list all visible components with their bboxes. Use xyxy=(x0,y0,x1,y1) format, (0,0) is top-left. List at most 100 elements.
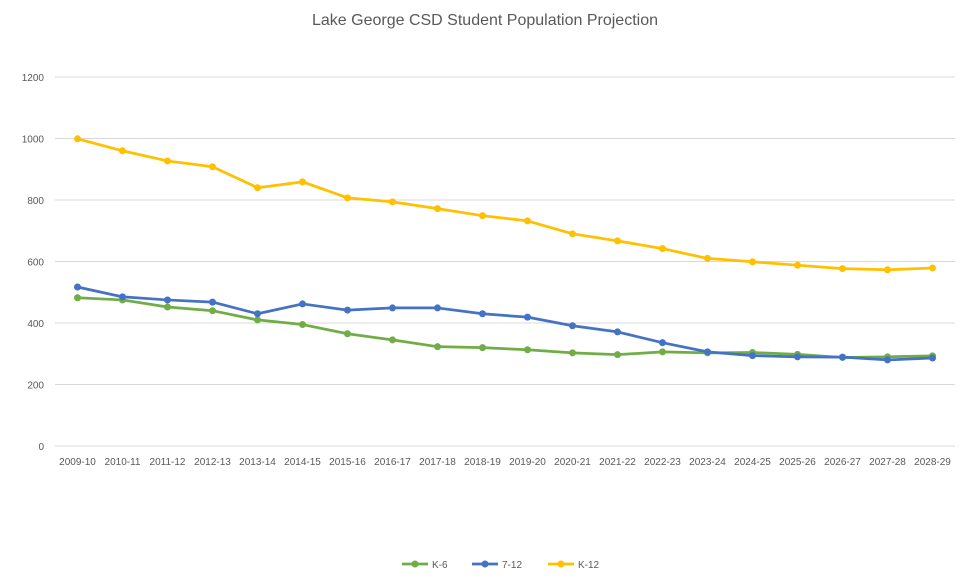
data-point xyxy=(479,344,486,352)
data-point xyxy=(434,205,441,213)
x-tick-label: 2028-29 xyxy=(914,457,951,468)
x-tick-label: 2019-20 xyxy=(509,457,546,468)
data-point xyxy=(614,351,621,359)
data-point xyxy=(524,217,531,225)
data-point xyxy=(164,296,171,304)
series-line xyxy=(76,137,934,272)
data-point xyxy=(884,356,891,364)
data-point xyxy=(659,339,666,347)
data-point xyxy=(479,212,486,220)
data-point xyxy=(209,307,216,315)
legend-label: 7-12 xyxy=(502,560,522,571)
x-tick-label: 2016-17 xyxy=(374,457,411,468)
legend-item: K-6 xyxy=(402,560,448,571)
series-K-12 xyxy=(74,135,936,274)
x-tick-label: 2014-15 xyxy=(284,457,321,468)
data-point xyxy=(209,298,216,306)
data-point xyxy=(704,254,711,262)
data-point xyxy=(74,135,81,143)
y-tick-label: 600 xyxy=(27,258,44,269)
x-tick-label: 2018-19 xyxy=(464,457,501,468)
data-point xyxy=(389,336,396,344)
x-tick-label: 2026-27 xyxy=(824,457,861,468)
y-tick-label: 800 xyxy=(27,196,44,207)
y-tick-label: 1200 xyxy=(22,73,45,84)
x-tick-label: 2022-23 xyxy=(644,457,681,468)
series-line xyxy=(76,285,934,362)
data-point xyxy=(299,178,306,186)
y-axis-ticks: 0 200 400 600 800 1000 1200 xyxy=(22,73,45,453)
data-point xyxy=(299,300,306,308)
data-point xyxy=(929,354,936,362)
data-point xyxy=(254,316,261,324)
data-point xyxy=(839,353,846,361)
data-point xyxy=(794,261,801,269)
data-point xyxy=(614,328,621,336)
legend-label: K-6 xyxy=(432,560,448,571)
data-point xyxy=(299,321,306,329)
data-point xyxy=(659,245,666,253)
data-point xyxy=(344,330,351,338)
x-tick-label: 2013-14 xyxy=(239,457,276,468)
legend-swatch-marker xyxy=(557,560,565,568)
legend-label: K-12 xyxy=(578,560,600,571)
data-point xyxy=(209,163,216,171)
y-tick-label: 0 xyxy=(38,442,44,453)
data-point xyxy=(344,306,351,314)
data-point xyxy=(119,147,126,155)
data-point xyxy=(704,348,711,356)
data-point xyxy=(164,157,171,165)
y-tick-label: 200 xyxy=(27,381,44,392)
data-point xyxy=(119,293,126,301)
x-tick-label: 2020-21 xyxy=(554,457,591,468)
legend-swatch-marker xyxy=(411,560,419,568)
x-tick-label: 2009-10 xyxy=(59,457,96,468)
x-tick-label: 2027-28 xyxy=(869,457,906,468)
x-tick-label: 2023-24 xyxy=(689,457,726,468)
legend-swatch-marker xyxy=(481,560,489,568)
data-point xyxy=(749,352,756,360)
data-point xyxy=(434,343,441,351)
series-line xyxy=(76,296,934,359)
series-layer xyxy=(74,135,936,364)
legend-item: K-12 xyxy=(548,560,600,571)
data-point xyxy=(569,230,576,238)
data-point xyxy=(524,346,531,354)
data-point xyxy=(74,294,81,302)
data-point xyxy=(569,322,576,330)
y-tick-label: 1000 xyxy=(22,135,45,146)
x-tick-label: 2025-26 xyxy=(779,457,816,468)
data-point xyxy=(839,265,846,273)
legend: K-6 7-12 K-12 xyxy=(402,560,600,571)
chart-title: Lake George CSD Student Population Proje… xyxy=(312,12,658,29)
data-point xyxy=(614,237,621,245)
data-point xyxy=(434,304,441,312)
data-point xyxy=(164,303,171,311)
data-point xyxy=(659,348,666,356)
x-tick-label: 2011-12 xyxy=(150,457,186,468)
data-point xyxy=(74,283,81,291)
x-tick-label: 2010-11 xyxy=(105,457,141,468)
x-axis-ticks: 2009-10 2010-11 2011-12 2012-13 2013-14 2014-… xyxy=(59,457,951,468)
data-point xyxy=(479,310,486,318)
y-tick-label: 400 xyxy=(27,319,44,330)
data-point xyxy=(524,313,531,321)
x-tick-label: 2012-13 xyxy=(194,457,231,468)
x-tick-label: 2024-25 xyxy=(734,457,771,468)
data-point xyxy=(749,258,756,266)
data-point xyxy=(344,194,351,202)
series-K-6 xyxy=(74,294,936,361)
legend-item: 7-12 xyxy=(472,560,522,571)
data-point xyxy=(794,353,801,361)
x-tick-label: 2015-16 xyxy=(329,457,366,468)
x-tick-label: 2017-18 xyxy=(419,457,456,468)
data-point xyxy=(884,266,891,274)
data-point xyxy=(254,310,261,318)
data-point xyxy=(389,198,396,206)
data-point xyxy=(569,349,576,357)
series-7-12 xyxy=(74,283,936,364)
x-tick-label: 2021-22 xyxy=(599,457,636,468)
data-point xyxy=(389,304,396,312)
